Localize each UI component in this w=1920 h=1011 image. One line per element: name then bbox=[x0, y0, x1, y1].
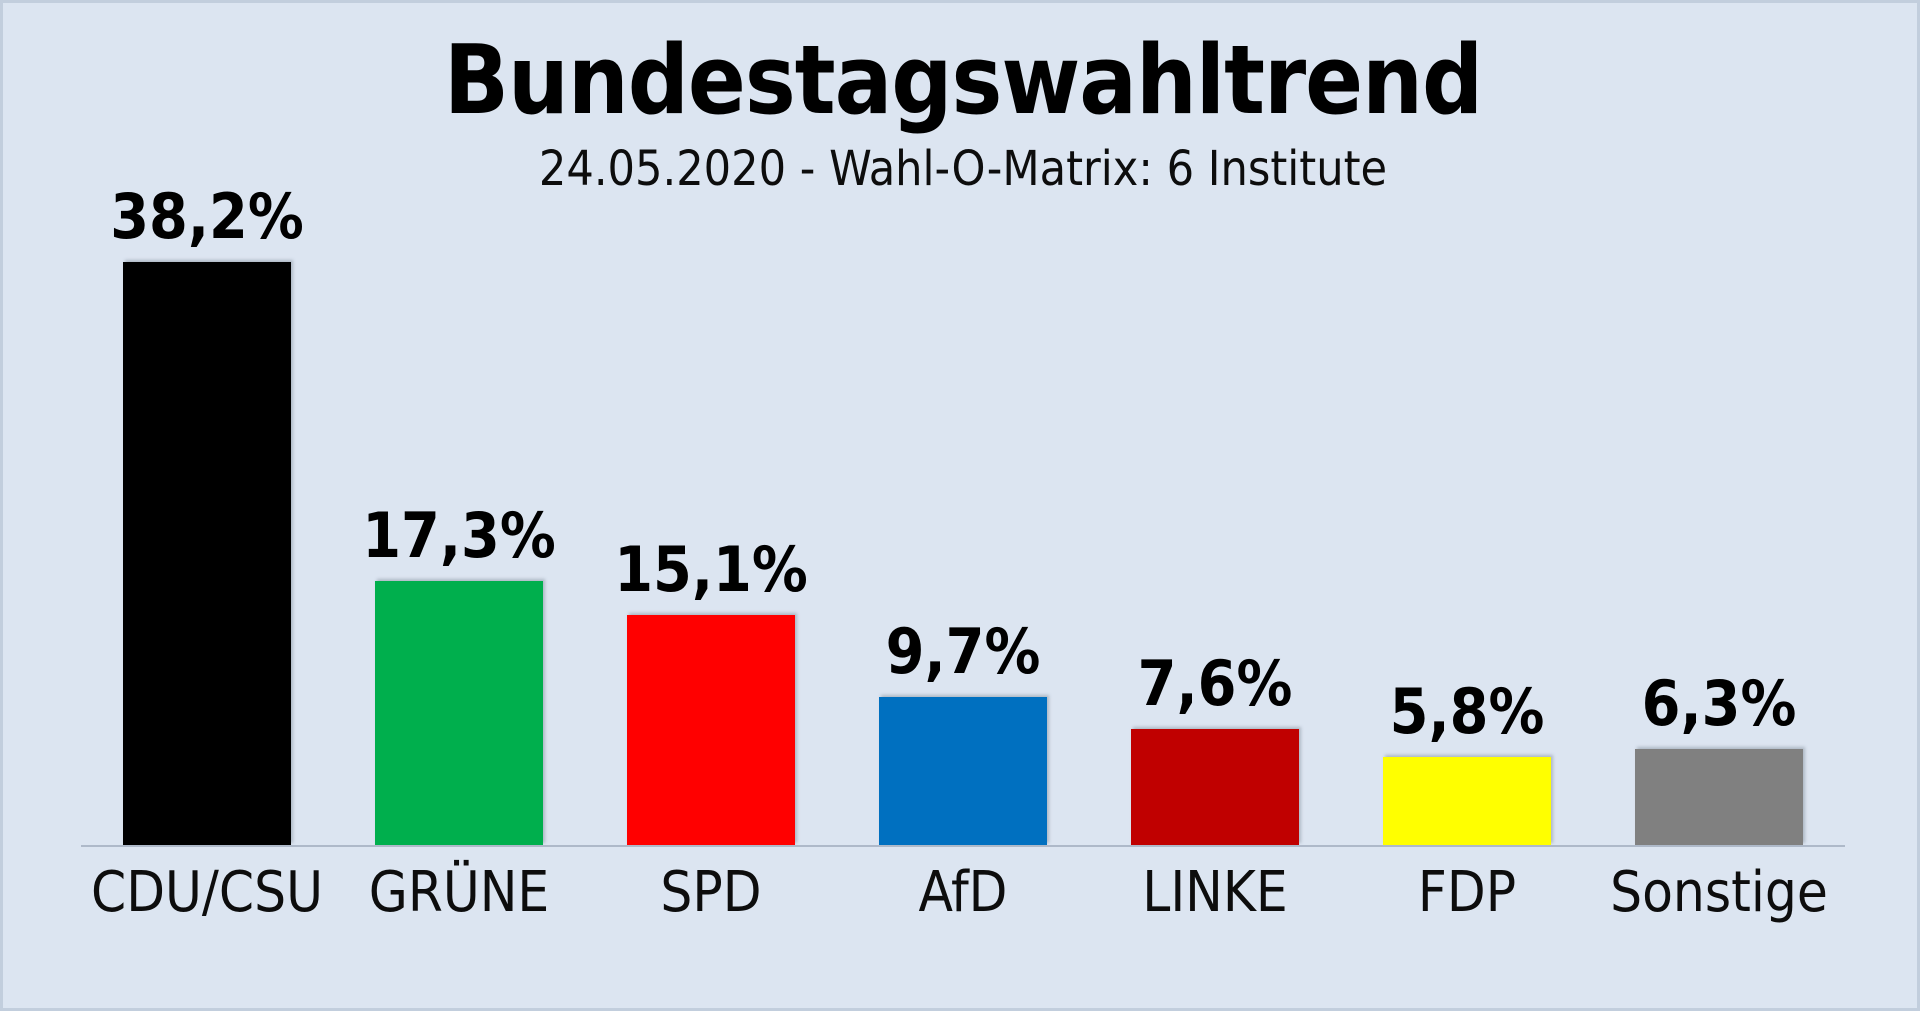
bar-group: 7,6% bbox=[1089, 235, 1341, 845]
category-label-sonstige: Sonstige bbox=[1610, 860, 1828, 925]
bar-group: 6,3% bbox=[1593, 235, 1845, 845]
category-label-cdu-csu: CDU/CSU bbox=[91, 860, 323, 925]
bar-cdu-csu bbox=[123, 262, 291, 845]
bar-value-label: 38,2% bbox=[110, 180, 304, 254]
category-label-linke: LINKE bbox=[1142, 860, 1288, 925]
category-label-spd: SPD bbox=[660, 860, 762, 925]
category-label-afd: AfD bbox=[918, 860, 1008, 925]
category-label-fdp: FDP bbox=[1417, 860, 1517, 925]
bar-value-label: 9,7% bbox=[885, 615, 1041, 689]
bar-group: 9,7% bbox=[837, 235, 1089, 845]
category-label-gr-ne: GRÜNE bbox=[368, 860, 550, 925]
bar-group: 17,3% bbox=[333, 235, 585, 845]
chart-subtitle: 24.05.2020 - Wahl-O-Matrix: 6 Institute bbox=[538, 140, 1388, 197]
bar-value-label: 7,6% bbox=[1137, 647, 1293, 721]
bar-afd bbox=[879, 697, 1047, 845]
bar-value-label: 5,8% bbox=[1389, 674, 1545, 748]
bar-chart-plot-area: 38,2% 17,3% 15,1% 9,7% 7,6% 5,8% 6,3% bbox=[81, 186, 1845, 845]
bar-sonstige bbox=[1635, 748, 1803, 845]
bar-value-label: 15,1% bbox=[614, 532, 808, 606]
bar-fdp bbox=[1383, 756, 1551, 845]
x-axis-line bbox=[81, 845, 1845, 847]
bar-group: 15,1% bbox=[585, 235, 837, 845]
page-title: Bundestagswahltrend bbox=[443, 26, 1483, 136]
bar-spd bbox=[627, 614, 795, 845]
bar-value-label: 6,3% bbox=[1641, 666, 1797, 740]
x-axis-category-labels: CDU/CSU GRÜNE SPD AfD LINKE FDP Sonstige bbox=[81, 860, 1845, 941]
bar-group: 5,8% bbox=[1341, 235, 1593, 845]
chart-header: Bundestagswahltrend 24.05.2020 - Wahl-O-… bbox=[3, 26, 1917, 197]
bar-linke bbox=[1131, 729, 1299, 845]
bar-value-label: 17,3% bbox=[362, 499, 556, 573]
bar-gr-ne bbox=[375, 581, 543, 845]
bar-group: 38,2% bbox=[81, 186, 333, 845]
